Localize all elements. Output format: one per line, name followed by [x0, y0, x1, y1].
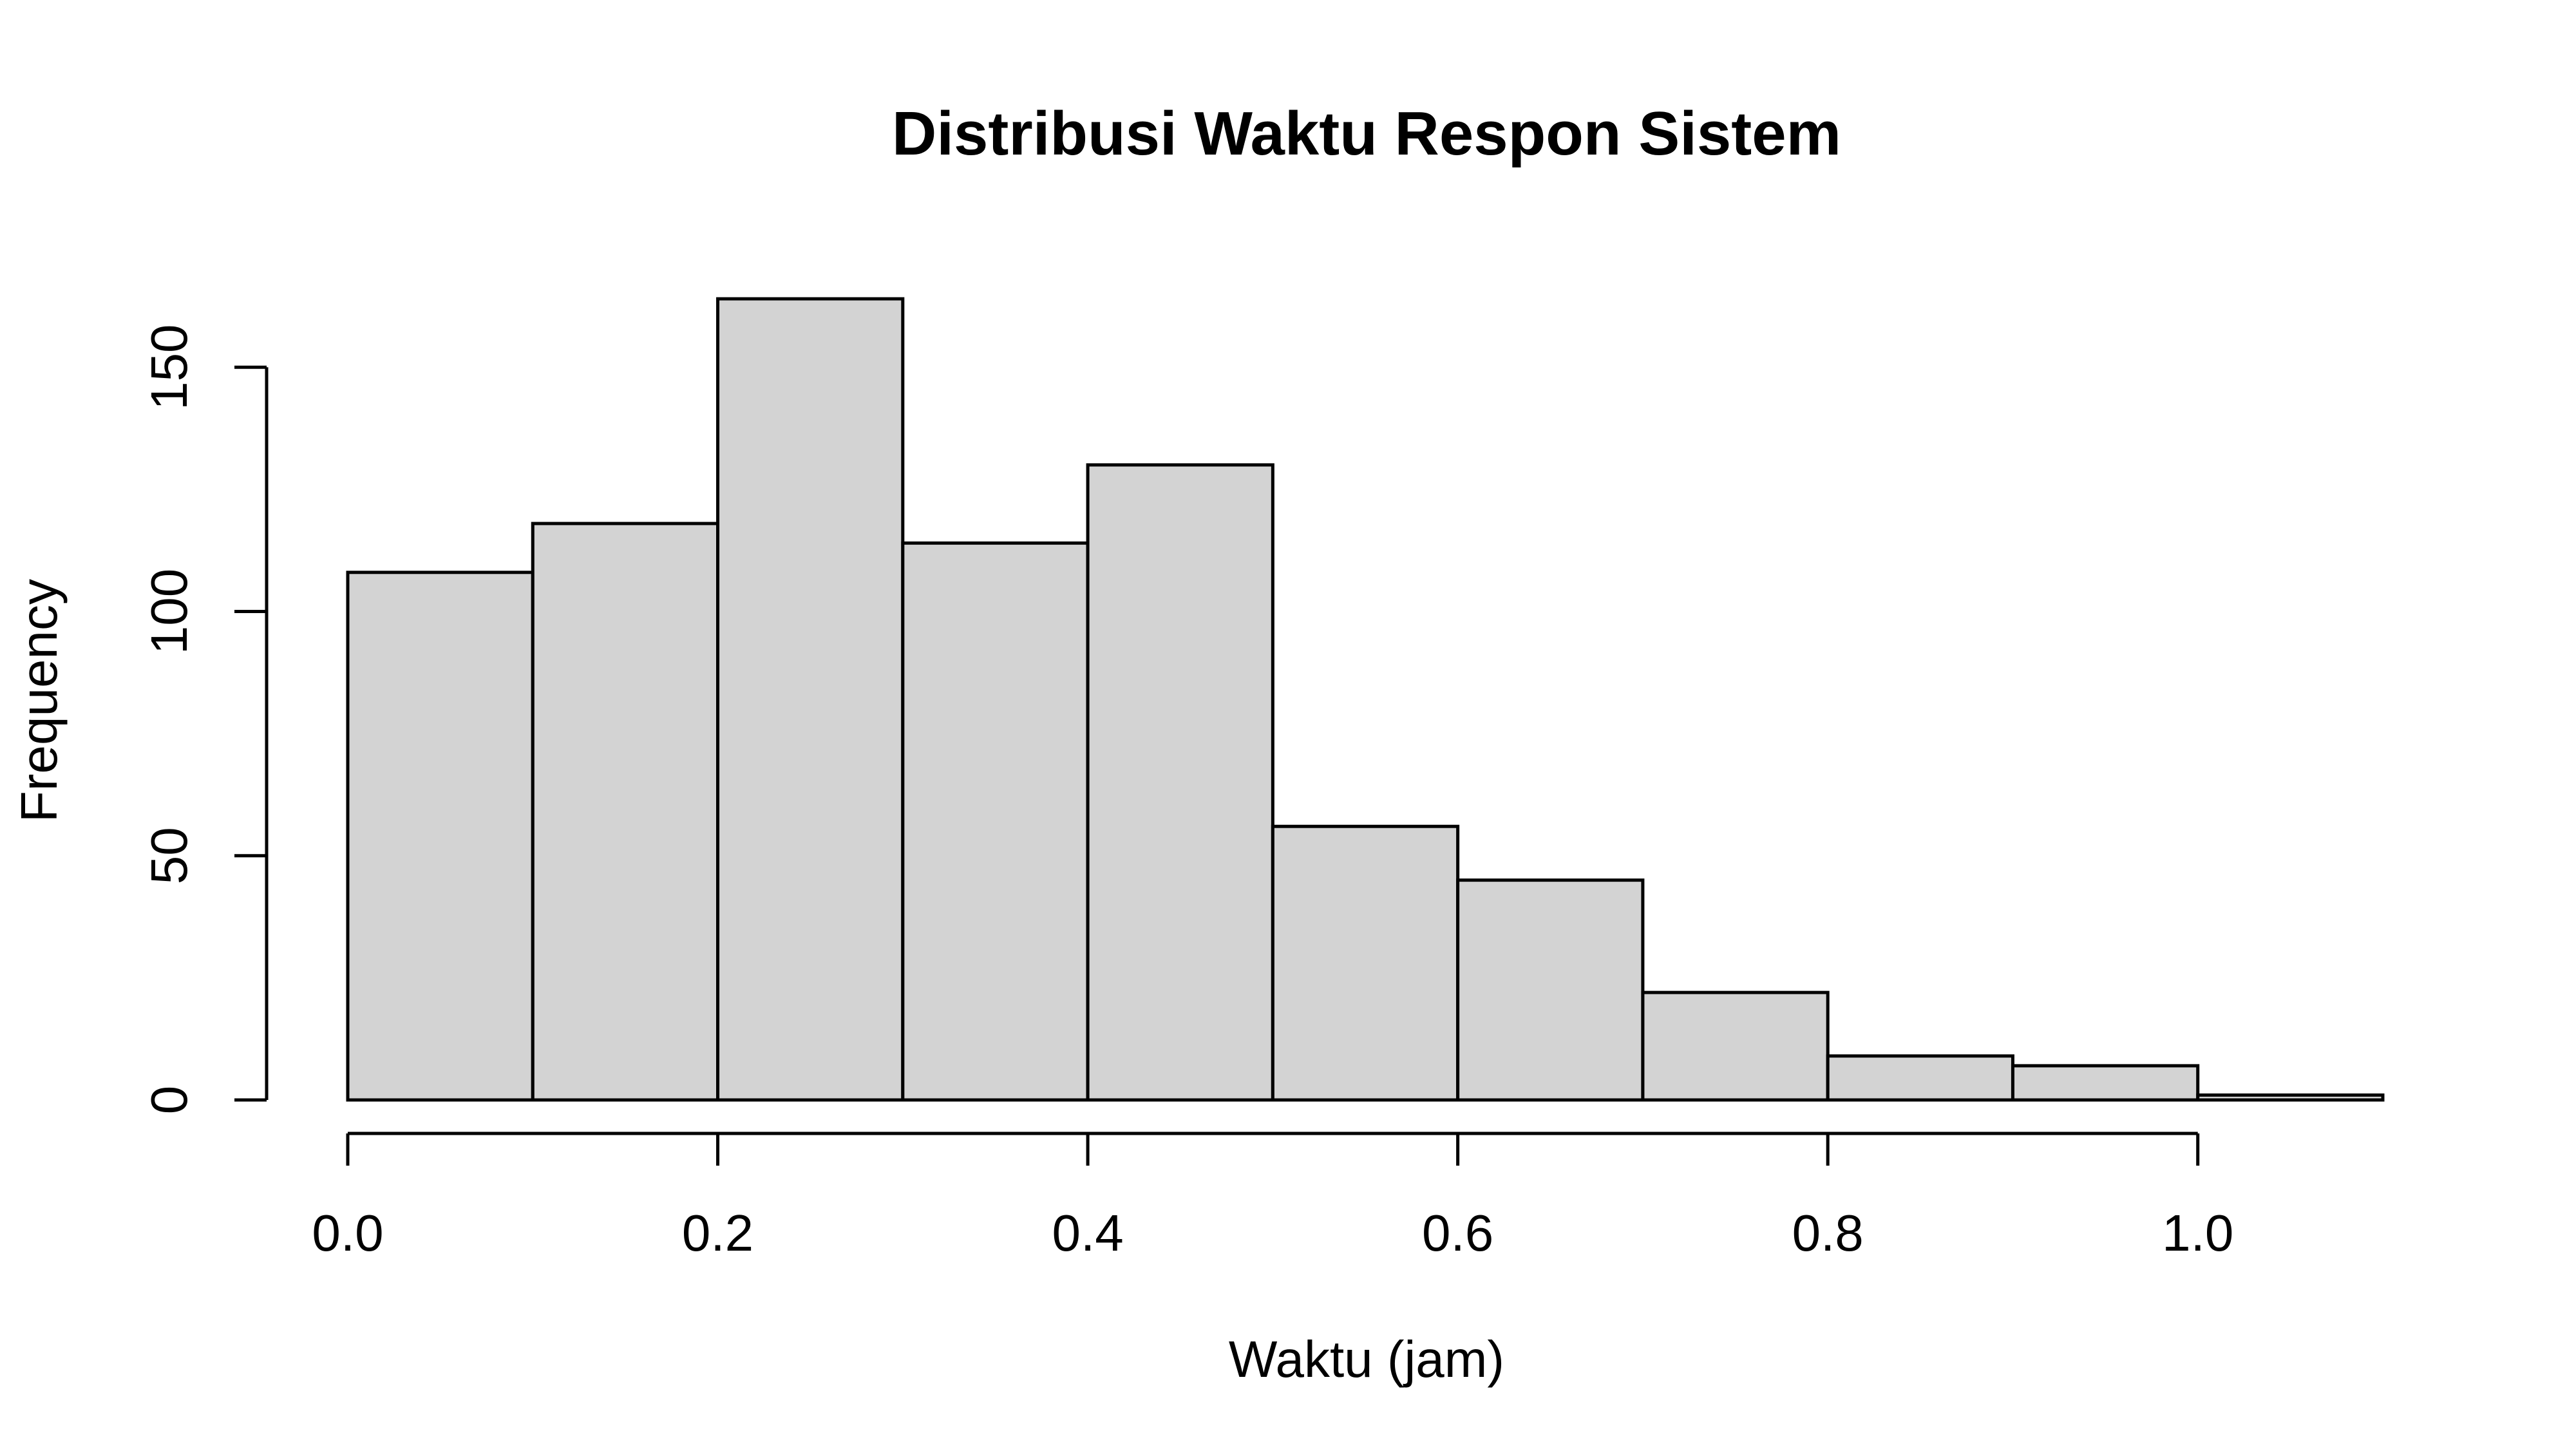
x-axis: 0.0 0.2 0.4 0.6 0.8 1.0	[312, 1132, 2233, 1262]
y-tick-label: 50	[140, 827, 198, 884]
histogram-bar	[346, 571, 535, 1102]
histogram-bar	[1456, 878, 1645, 1102]
y-tick-label: 0	[140, 1086, 198, 1115]
histogram-bar	[1826, 1054, 2014, 1102]
x-tick-label: 0.4	[1052, 1204, 1123, 1262]
x-tick-label: 0.8	[1792, 1204, 1864, 1262]
histogram-bar	[901, 541, 1090, 1102]
y-tick-label: 150	[140, 324, 198, 410]
histogram-bar	[716, 297, 905, 1102]
x-tick-label: 0.6	[1422, 1204, 1493, 1262]
histogram-bar	[1086, 463, 1274, 1102]
bars-group	[346, 297, 2385, 1102]
x-tick-label: 0.0	[312, 1204, 383, 1262]
x-tick-label: 1.0	[2162, 1204, 2233, 1262]
histogram-bar	[2196, 1093, 2385, 1102]
histogram-bar	[1271, 824, 1460, 1102]
y-axis-label: Frequency	[10, 579, 68, 822]
y-axis: 0 50 100 150	[140, 324, 269, 1115]
histogram-bar	[1641, 990, 1830, 1102]
x-tick-label: 0.2	[682, 1204, 753, 1262]
y-tick-label: 100	[140, 569, 198, 654]
histogram-bar	[531, 522, 720, 1102]
x-axis-label: Waktu (jam)	[1229, 1331, 1504, 1388]
histogram-bar	[2011, 1064, 2200, 1102]
chart-title: Distribusi Waktu Respon Sistem	[892, 99, 1841, 168]
